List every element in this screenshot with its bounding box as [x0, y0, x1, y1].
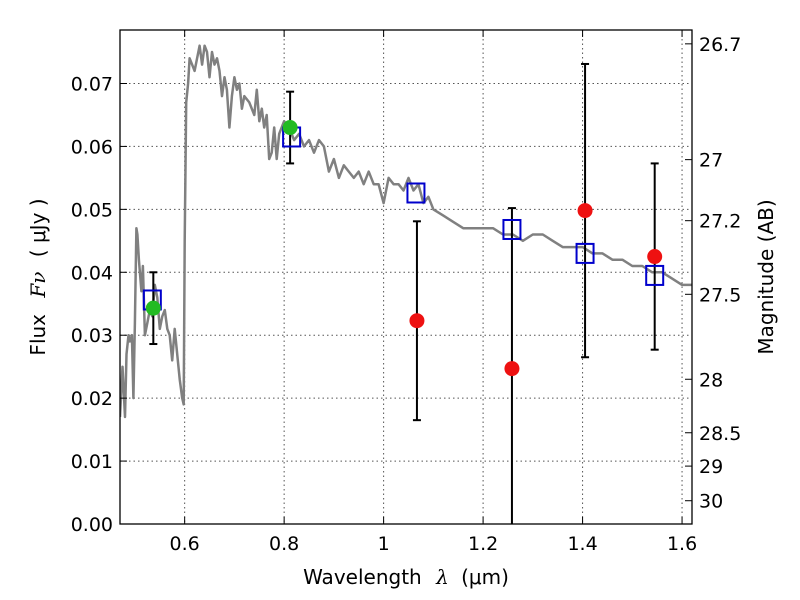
x-tick-label: 1	[378, 533, 390, 555]
y-tick-label: 0.00	[71, 514, 113, 536]
y-axis-title: Flux Fν ( μJy )	[26, 198, 50, 355]
grid-lines	[120, 30, 692, 525]
y2-tick-label: 26.7	[699, 34, 741, 56]
x-tick-label: 1.4	[567, 533, 597, 555]
plot-area	[120, 44, 692, 524]
y2-tick-label: 27	[699, 150, 723, 172]
y-tick-label: 0.05	[71, 199, 113, 221]
x-tick-label: 0.8	[269, 533, 299, 555]
x-tick-label: 0.6	[170, 533, 200, 555]
y2-tick-label: 29	[699, 456, 723, 478]
y-tick-label: 0.04	[71, 262, 113, 284]
data-point	[647, 249, 663, 265]
axis-ticks: 0.6 0.8 1 1.2 1.4 1.6 0.00 0.01 0.02 0.03 0.04 0.05…	[71, 30, 741, 555]
y-tick-label: 0.02	[71, 388, 113, 410]
y-tick-label: 0.06	[71, 136, 113, 158]
model-band-square	[575, 242, 595, 264]
x-axis-title: Wavelength λ (μm)	[303, 565, 509, 589]
y2-tick-label: 28.5	[699, 423, 741, 445]
x-tick-label: 1.6	[667, 533, 697, 555]
data-point	[145, 300, 161, 316]
data-point	[282, 120, 298, 136]
data-point	[504, 361, 520, 377]
model-band-square	[645, 264, 665, 286]
model-band-square	[406, 182, 426, 204]
x-tick-label: 1.2	[468, 533, 498, 555]
y2-axis-title: Magnitude (AB)	[754, 199, 778, 354]
model-sed-line	[120, 44, 692, 419]
data-point	[577, 203, 593, 219]
model-band-square	[502, 218, 522, 240]
y-tick-label: 0.07	[71, 73, 113, 95]
plot-frame	[119, 29, 693, 525]
y2-tick-label: 28	[699, 369, 723, 391]
y-tick-label: 0.03	[71, 325, 113, 347]
data-point	[409, 313, 425, 329]
y-tick-label: 0.01	[71, 451, 113, 473]
y2-tick-label: 30	[699, 491, 723, 513]
y2-tick-label: 27.5	[699, 284, 741, 306]
y2-tick-label: 27.2	[699, 211, 741, 233]
